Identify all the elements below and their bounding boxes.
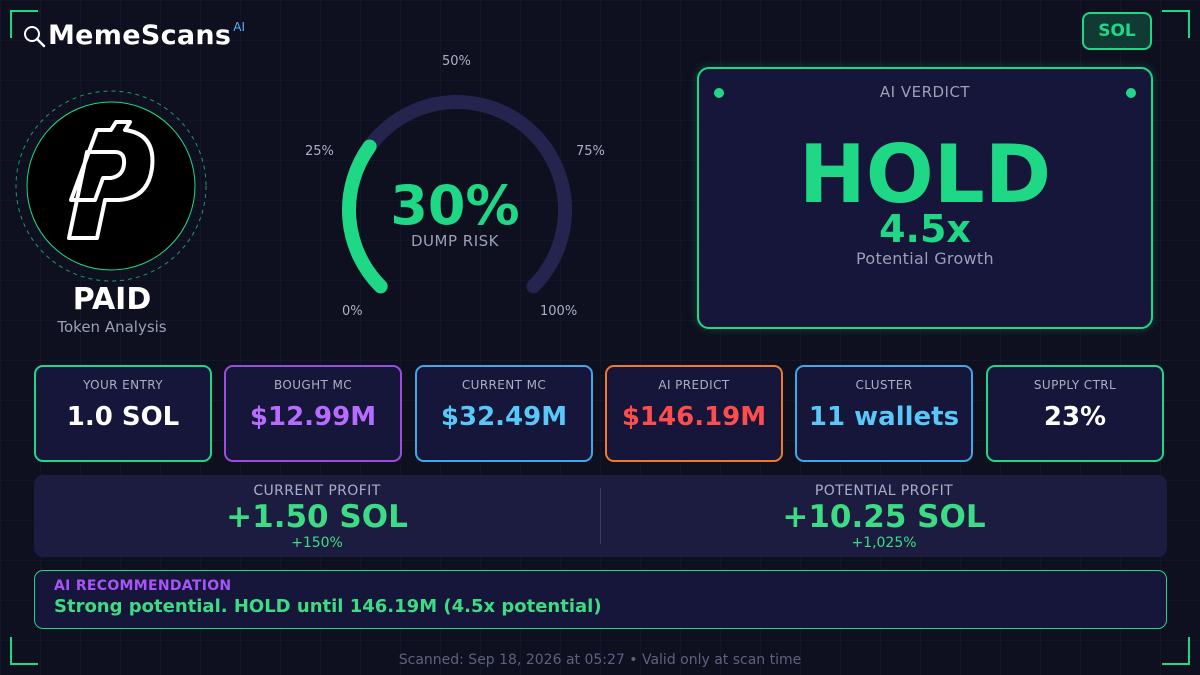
verdict-dot-right xyxy=(1126,88,1136,98)
paid-logo-icon xyxy=(67,120,155,240)
potential-profit-pct: +1,025% xyxy=(851,535,917,551)
stat-card: CURRENT MC $32.49M xyxy=(415,365,593,462)
stat-value: 23% xyxy=(1043,402,1107,432)
stat-label: AI PREDICT xyxy=(658,378,730,392)
stat-value: $32.49M xyxy=(440,402,568,432)
brand-ai-tag: AI xyxy=(233,20,246,34)
dump-risk-value: 30% xyxy=(390,174,520,237)
profit-panel: CURRENT PROFIT +1.50 SOL +150% POTENTIAL… xyxy=(34,475,1167,557)
gauge-label-50: 50% xyxy=(442,54,471,69)
current-profit-label: CURRENT PROFIT xyxy=(253,483,381,499)
stat-label: SUPPLY CTRL xyxy=(1033,378,1117,392)
token-logo xyxy=(15,90,207,282)
scan-footer: Scanned: Sep 18, 2026 at 05:27 • Valid o… xyxy=(398,652,802,668)
current-profit-value: +1.50 SOL xyxy=(226,499,408,535)
verdict-title: AI VERDICT xyxy=(879,83,971,101)
verdict-dot-left xyxy=(714,88,724,98)
stat-value: 1.0 SOL xyxy=(66,402,180,432)
stat-value: $12.99M xyxy=(249,402,377,432)
current-profit-pct: +150% xyxy=(291,535,343,551)
stat-value: 11 wallets xyxy=(808,402,960,432)
gauge-label-0: 0% xyxy=(342,304,363,319)
chain-badge[interactable]: SOL xyxy=(1082,12,1152,50)
stat-card: AI PREDICT $146.19M xyxy=(605,365,783,462)
token-subtitle: Token Analysis xyxy=(57,318,167,336)
brand-logo: MemeScans AI xyxy=(22,20,245,51)
stat-card: CLUSTER 11 wallets xyxy=(795,365,973,462)
potential-profit-label: POTENTIAL PROFIT xyxy=(814,483,954,499)
dump-risk-caption: DUMP RISK xyxy=(411,232,499,250)
stat-value: $146.19M xyxy=(621,402,767,432)
profit-divider xyxy=(600,488,601,544)
frame-corner-top-left xyxy=(10,10,38,38)
brand-name: MemeScans xyxy=(48,20,232,51)
frame-corner-bottom-left xyxy=(10,637,38,665)
ai-verdict-card: AI VERDICT HOLD 4.5x Potential Growth xyxy=(697,67,1153,329)
verdict-subtitle: Potential Growth xyxy=(856,249,994,268)
frame-corner-top-right xyxy=(1162,10,1190,38)
gauge-label-75: 75% xyxy=(576,144,605,159)
gauge-label-100: 100% xyxy=(540,304,578,319)
verdict-multiplier: 4.5x xyxy=(879,207,971,251)
recommendation-title: AI RECOMMENDATION xyxy=(54,578,232,594)
stat-label: BOUGHT MC xyxy=(273,378,353,392)
ai-recommendation: AI RECOMMENDATION Strong potential. HOLD… xyxy=(34,570,1167,629)
stat-label: CLUSTER xyxy=(855,378,913,392)
token-name: PAID xyxy=(72,282,152,317)
frame-corner-bottom-right xyxy=(1162,637,1190,665)
search-icon xyxy=(24,26,46,48)
verdict-decision: HOLD xyxy=(798,128,1052,221)
gauge-fill xyxy=(342,139,388,294)
stat-label: CURRENT MC xyxy=(461,378,547,392)
stat-card: BOUGHT MC $12.99M xyxy=(224,365,402,462)
current-profit: CURRENT PROFIT +1.50 SOL +150% xyxy=(34,475,600,557)
stat-label: YOUR ENTRY xyxy=(83,378,163,392)
stat-card: YOUR ENTRY 1.0 SOL xyxy=(34,365,212,462)
gauge-label-25: 25% xyxy=(305,144,334,159)
stat-card: SUPPLY CTRL 23% xyxy=(986,365,1164,462)
potential-profit-value: +10.25 SOL xyxy=(782,499,986,535)
potential-profit: POTENTIAL PROFIT +10.25 SOL +1,025% xyxy=(601,475,1167,557)
recommendation-text: Strong potential. HOLD until 146.19M (4.… xyxy=(54,596,602,617)
dump-risk-gauge: 50% 25% 75% 0% 100% 30% DUMP RISK xyxy=(290,50,620,330)
